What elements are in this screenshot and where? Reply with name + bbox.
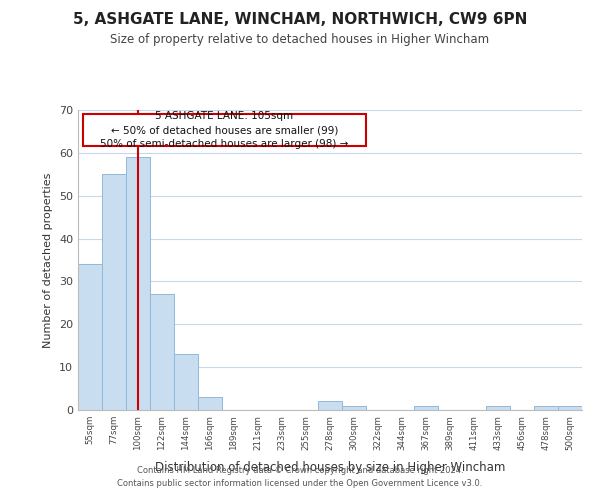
Bar xyxy=(486,406,510,410)
Text: Size of property relative to detached houses in Higher Wincham: Size of property relative to detached ho… xyxy=(110,32,490,46)
Bar xyxy=(150,294,174,410)
Text: 5, ASHGATE LANE, WINCHAM, NORTHWICH, CW9 6PN: 5, ASHGATE LANE, WINCHAM, NORTHWICH, CW9… xyxy=(73,12,527,28)
X-axis label: Distribution of detached houses by size in Higher Wincham: Distribution of detached houses by size … xyxy=(155,461,505,474)
Text: 5 ASHGATE LANE: 105sqm
← 50% of detached houses are smaller (99)
50% of semi-det: 5 ASHGATE LANE: 105sqm ← 50% of detached… xyxy=(100,112,349,150)
Bar xyxy=(318,402,342,410)
Bar xyxy=(174,354,198,410)
Y-axis label: Number of detached properties: Number of detached properties xyxy=(43,172,53,348)
Bar xyxy=(78,264,102,410)
FancyBboxPatch shape xyxy=(83,114,366,146)
Text: Contains HM Land Registry data © Crown copyright and database right 2024.
Contai: Contains HM Land Registry data © Crown c… xyxy=(118,466,482,487)
Bar xyxy=(342,406,366,410)
Bar xyxy=(102,174,126,410)
Bar xyxy=(558,406,582,410)
Bar xyxy=(126,157,150,410)
Bar xyxy=(198,397,222,410)
Bar xyxy=(414,406,438,410)
Bar xyxy=(534,406,558,410)
